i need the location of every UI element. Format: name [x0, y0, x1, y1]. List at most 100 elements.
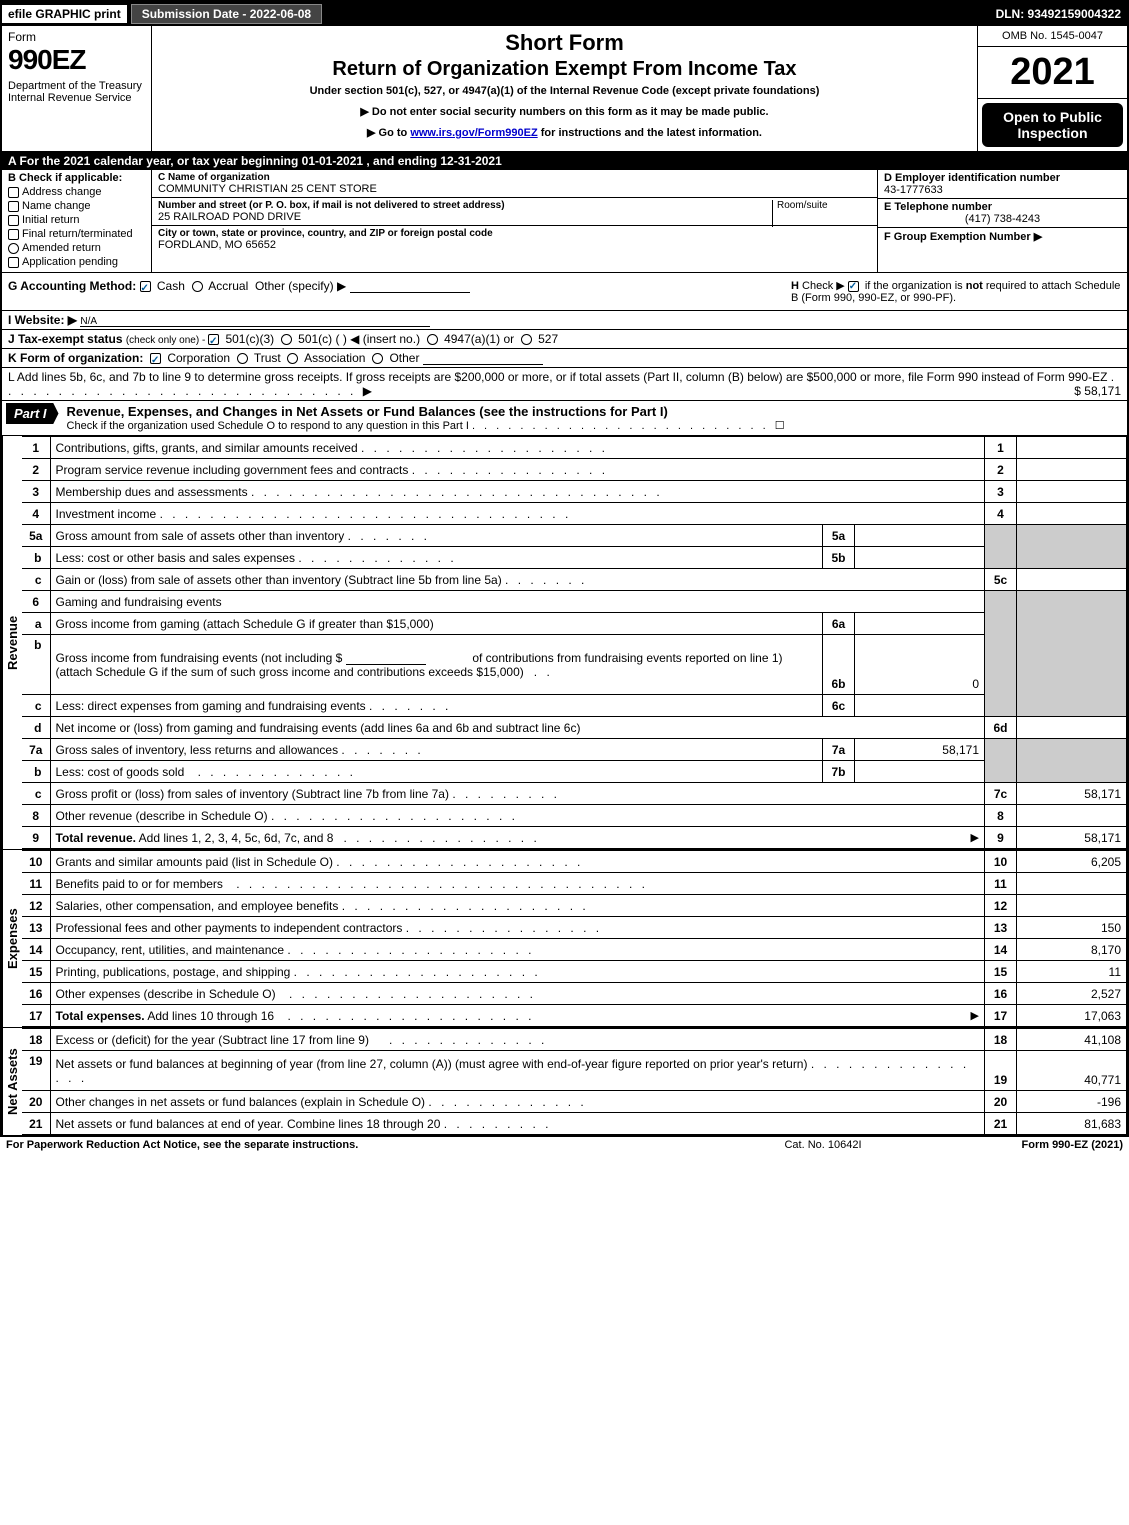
efile-prefix: efile: [8, 7, 35, 21]
chk-address-change[interactable]: Address change: [8, 186, 145, 198]
part1-tab: Part I: [6, 403, 59, 424]
l9-num: 9: [22, 827, 50, 849]
l11-num: 11: [22, 873, 50, 895]
l1-desc: Contributions, gifts, grants, and simila…: [50, 437, 985, 459]
chk-association[interactable]: [287, 353, 298, 364]
other-org-input[interactable]: [423, 351, 543, 365]
l20-desc: Other changes in net assets or fund bala…: [50, 1091, 985, 1113]
l6b-desc: Gross income from fundraising events (no…: [50, 635, 823, 695]
line-16: 16 Other expenses (describe in Schedule …: [22, 983, 1127, 1005]
l6d-num: d: [22, 717, 50, 739]
chk-final-return[interactable]: Final return/terminated: [8, 228, 145, 240]
i-label: I Website: ▶: [8, 313, 77, 327]
l5a-mval: [855, 525, 985, 547]
website-value: N/A: [80, 313, 430, 327]
section-d: D Employer identification number 43-1777…: [877, 170, 1127, 272]
line-13: 13 Professional fees and other payments …: [22, 917, 1127, 939]
netassets-section: Net Assets 18 Excess or (deficit) for th…: [2, 1027, 1127, 1135]
chk-501c3[interactable]: [208, 334, 219, 345]
l16-rval: 2,527: [1017, 983, 1127, 1005]
footer-right-bold: 990-EZ: [1052, 1139, 1088, 1151]
chk-name-change[interactable]: Name change: [8, 200, 145, 212]
l6c-mval: [855, 695, 985, 717]
chk-cash[interactable]: [140, 281, 151, 292]
l8-desc: Other revenue (describe in Schedule O) .…: [50, 805, 985, 827]
chk-application-pending-label: Application pending: [22, 256, 118, 268]
line-3: 3 Membership dues and assessments . . . …: [22, 481, 1127, 503]
footer-mid: Cat. No. 10642I: [723, 1139, 923, 1151]
chk-corporation[interactable]: [150, 353, 161, 364]
l21-rnum: 21: [985, 1113, 1017, 1135]
part1-sub: Check if the organization used Schedule …: [67, 419, 1123, 432]
header-right: OMB No. 1545-0047 2021 Open to Public In…: [977, 26, 1127, 151]
chk-application-pending[interactable]: Application pending: [8, 256, 145, 268]
chk-527[interactable]: [521, 334, 532, 345]
opt-527: 527: [538, 332, 558, 346]
l6b-amt-input[interactable]: [346, 651, 426, 665]
netassets-table: 18 Excess or (deficit) for the year (Sub…: [22, 1028, 1127, 1135]
l12-rnum: 12: [985, 895, 1017, 917]
chk-schedule-b[interactable]: [848, 281, 859, 292]
l7b-num: b: [22, 761, 50, 783]
opt-trust: Trust: [254, 351, 281, 365]
goto-note: ▶ Go to www.irs.gov/Form990EZ for instru…: [160, 126, 969, 139]
expenses-side-label: Expenses: [2, 850, 22, 1027]
phone-label: E Telephone number: [884, 201, 1121, 213]
phone-box: E Telephone number (417) 738-4243: [878, 199, 1127, 228]
l11-rnum: 11: [985, 873, 1017, 895]
l2-num: 2: [22, 459, 50, 481]
line-17: 17 Total expenses. Add lines 10 through …: [22, 1005, 1127, 1027]
omb-number: OMB No. 1545-0047: [978, 26, 1127, 47]
chk-other-org[interactable]: [372, 353, 383, 364]
l-text: L Add lines 5b, 6c, and 7b to line 9 to …: [8, 370, 1107, 384]
l6a-mval: [855, 613, 985, 635]
l5a-mnum: 5a: [823, 525, 855, 547]
dln-label: DLN: 93492159004322: [996, 7, 1127, 21]
chk-accrual[interactable]: [192, 281, 203, 292]
l7a-grey: [985, 739, 1017, 783]
chk-initial-return[interactable]: Initial return: [8, 214, 145, 226]
l1-rval: [1017, 437, 1127, 459]
line-5a: 5a Gross amount from sale of assets othe…: [22, 525, 1127, 547]
goto-pre: ▶ Go to: [367, 127, 410, 139]
open-inspection-badge: Open to Public Inspection: [982, 103, 1123, 147]
city-box: City or town, state or province, country…: [152, 226, 877, 253]
chk-4947[interactable]: [427, 334, 438, 345]
l20-num: 20: [22, 1091, 50, 1113]
chk-address-change-label: Address change: [22, 186, 102, 198]
l6b-mnum: 6b: [823, 635, 855, 695]
l16-rnum: 16: [985, 983, 1017, 1005]
chk-amended-return[interactable]: Amended return: [8, 242, 145, 254]
line-4: 4 Investment income . . . . . . . . . . …: [22, 503, 1127, 525]
chk-trust[interactable]: [237, 353, 248, 364]
efile-print-label[interactable]: efile GRAPHIC print: [2, 5, 127, 23]
l13-rnum: 13: [985, 917, 1017, 939]
l21-desc: Net assets or fund balances at end of ye…: [50, 1113, 985, 1135]
part1-title: Revenue, Expenses, and Changes in Net As…: [63, 401, 1127, 435]
form-container: efile GRAPHIC print Submission Date - 20…: [0, 0, 1129, 1137]
line-6: 6 Gaming and fundraising events: [22, 591, 1127, 613]
line-6a: a Gross income from gaming (attach Sched…: [22, 613, 1127, 635]
l10-desc: Grants and similar amounts paid (list in…: [50, 851, 985, 873]
l7b-mnum: 7b: [823, 761, 855, 783]
l6c-desc: Less: direct expenses from gaming and fu…: [50, 695, 823, 717]
l14-desc: Occupancy, rent, utilities, and maintena…: [50, 939, 985, 961]
l10-rnum: 10: [985, 851, 1017, 873]
chk-501c[interactable]: [281, 334, 292, 345]
ssn-note: ▶ Do not enter social security numbers o…: [160, 105, 969, 118]
l6-grey2: [1017, 591, 1127, 717]
section-b-label: B Check if applicable:: [8, 172, 145, 184]
l6c-num: c: [22, 695, 50, 717]
org-name-box: C Name of organization COMMUNITY CHRISTI…: [152, 170, 877, 198]
line-20: 20 Other changes in net assets or fund b…: [22, 1091, 1127, 1113]
irs-link[interactable]: www.irs.gov/Form990EZ: [410, 127, 537, 139]
l4-desc: Investment income . . . . . . . . . . . …: [50, 503, 985, 525]
chk-amended-return-label: Amended return: [22, 242, 101, 254]
l14-num: 14: [22, 939, 50, 961]
l5c-num: c: [22, 569, 50, 591]
line-7b: b Less: cost of goods sold . . . . . . .…: [22, 761, 1127, 783]
other-specify-input[interactable]: [350, 279, 470, 293]
l1-rnum: 1: [985, 437, 1017, 459]
l11-rval: [1017, 873, 1127, 895]
line-7c: c Gross profit or (loss) from sales of i…: [22, 783, 1127, 805]
